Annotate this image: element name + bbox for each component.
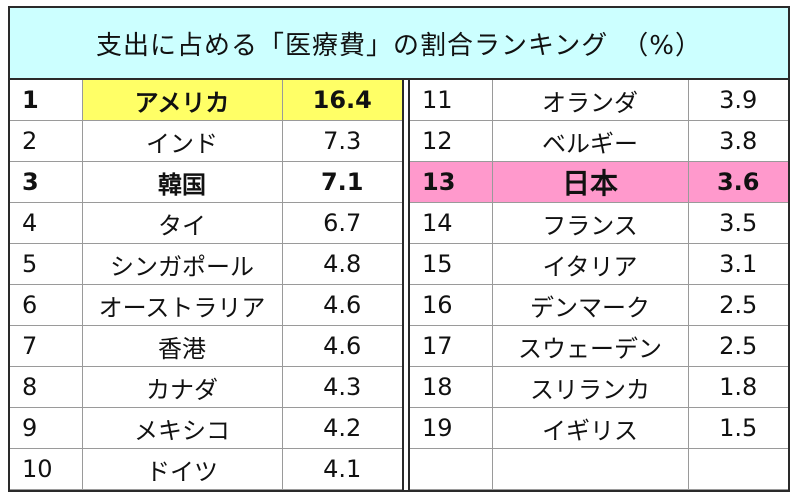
rank-cell: 5	[10, 243, 83, 285]
value-cell: 4.8	[281, 243, 402, 285]
rank-cell: 14	[410, 202, 493, 244]
rank-cell: 18	[410, 366, 493, 408]
table-row: 6 オーストラリア 4.6	[10, 284, 402, 326]
table-row: 2 インド 7.3	[10, 120, 402, 162]
country-cell: スウェーデン	[491, 325, 689, 367]
rank-cell: 8	[10, 366, 83, 408]
country-cell: シンガポール	[81, 243, 283, 285]
country-cell: 日本	[491, 161, 689, 203]
country-cell	[491, 448, 689, 490]
chart-title: 支出に占める「医療費」の割合ランキング （%）	[10, 8, 788, 80]
country-cell: 香港	[81, 325, 283, 367]
rank-cell: 17	[410, 325, 493, 367]
value-cell: 2.5	[687, 284, 788, 326]
table-row: 16 デンマーク 2.5	[410, 284, 788, 326]
ranking-table-right: 11 オランダ 3.9 12 ベルギー 3.8 13 日本 3.6 14 フランス 3.5 15 イタリア…	[410, 80, 788, 490]
country-cell: イギリス	[491, 407, 689, 449]
table-row: 11 オランダ 3.9	[410, 80, 788, 121]
country-cell: オーストラリア	[81, 284, 283, 326]
value-cell	[687, 448, 788, 490]
country-cell: デンマーク	[491, 284, 689, 326]
country-cell: タイ	[81, 202, 283, 244]
value-cell: 4.6	[281, 325, 402, 367]
value-cell: 3.1	[687, 243, 788, 285]
value-cell: 2.5	[687, 325, 788, 367]
value-cell: 7.1	[281, 161, 402, 203]
table-row: 17 スウェーデン 2.5	[410, 325, 788, 367]
table-row: 9 メキシコ 4.2	[10, 407, 402, 449]
table-row: 14 フランス 3.5	[410, 202, 788, 244]
value-cell: 1.8	[687, 366, 788, 408]
country-cell: インド	[81, 120, 283, 162]
country-cell: メキシコ	[81, 407, 283, 449]
rank-cell: 19	[410, 407, 493, 449]
rank-cell: 13	[410, 161, 493, 203]
tables-area: 1 アメリカ 16.4 2 インド 7.3 3 韓国 7.1 4 タイ 6.7 5 シンガポール 4.8 6 オ…	[10, 80, 788, 490]
value-cell: 6.7	[281, 202, 402, 244]
ranking-table-left: 1 アメリカ 16.4 2 インド 7.3 3 韓国 7.1 4 タイ 6.7 5 シンガポール 4.8 6 オ…	[10, 80, 402, 490]
table-row: 18 スリランカ 1.8	[410, 366, 788, 408]
rank-cell: 16	[410, 284, 493, 326]
rank-cell: 2	[10, 120, 83, 162]
rank-cell	[410, 448, 493, 490]
value-cell: 3.8	[687, 120, 788, 162]
rank-cell: 1	[10, 80, 83, 121]
country-cell: オランダ	[491, 80, 689, 121]
table-row: 4 タイ 6.7	[10, 202, 402, 244]
table-row: 7 香港 4.6	[10, 325, 402, 367]
table-row: 13 日本 3.6	[410, 161, 788, 203]
rank-cell: 6	[10, 284, 83, 326]
rank-cell: 15	[410, 243, 493, 285]
rank-cell: 12	[410, 120, 493, 162]
rank-cell: 11	[410, 80, 493, 121]
country-cell: ベルギー	[491, 120, 689, 162]
table-row: 12 ベルギー 3.8	[410, 120, 788, 162]
value-cell: 1.5	[687, 407, 788, 449]
table-row: 3 韓国 7.1	[10, 161, 402, 203]
table-row: 5 シンガポール 4.8	[10, 243, 402, 285]
country-cell: アメリカ	[81, 80, 283, 121]
value-cell: 3.5	[687, 202, 788, 244]
table-row: 15 イタリア 3.1	[410, 243, 788, 285]
table-row: 10 ドイツ 4.1	[10, 448, 402, 490]
table-row: 19 イギリス 1.5	[410, 407, 788, 449]
country-cell: イタリア	[491, 243, 689, 285]
table-row: 8 カナダ 4.3	[10, 366, 402, 408]
value-cell: 4.2	[281, 407, 402, 449]
value-cell: 16.4	[281, 80, 402, 121]
column-divider	[402, 80, 410, 490]
country-cell: ドイツ	[81, 448, 283, 490]
rank-cell: 4	[10, 202, 83, 244]
value-cell: 4.6	[281, 284, 402, 326]
value-cell: 4.3	[281, 366, 402, 408]
country-cell: スリランカ	[491, 366, 689, 408]
value-cell: 3.6	[687, 161, 788, 203]
country-cell: カナダ	[81, 366, 283, 408]
rank-cell: 9	[10, 407, 83, 449]
ranking-table-frame: 支出に占める「医療費」の割合ランキング （%） 1 アメリカ 16.4 2 インド 7.3…	[8, 6, 790, 492]
value-cell: 3.9	[687, 80, 788, 121]
value-cell: 4.1	[281, 448, 402, 490]
rank-cell: 7	[10, 325, 83, 367]
value-cell: 7.3	[281, 120, 402, 162]
country-cell: フランス	[491, 202, 689, 244]
table-row: 1 アメリカ 16.4	[10, 80, 402, 121]
rank-cell: 10	[10, 448, 83, 490]
rank-cell: 3	[10, 161, 83, 203]
country-cell: 韓国	[81, 161, 283, 203]
table-row	[410, 448, 788, 490]
